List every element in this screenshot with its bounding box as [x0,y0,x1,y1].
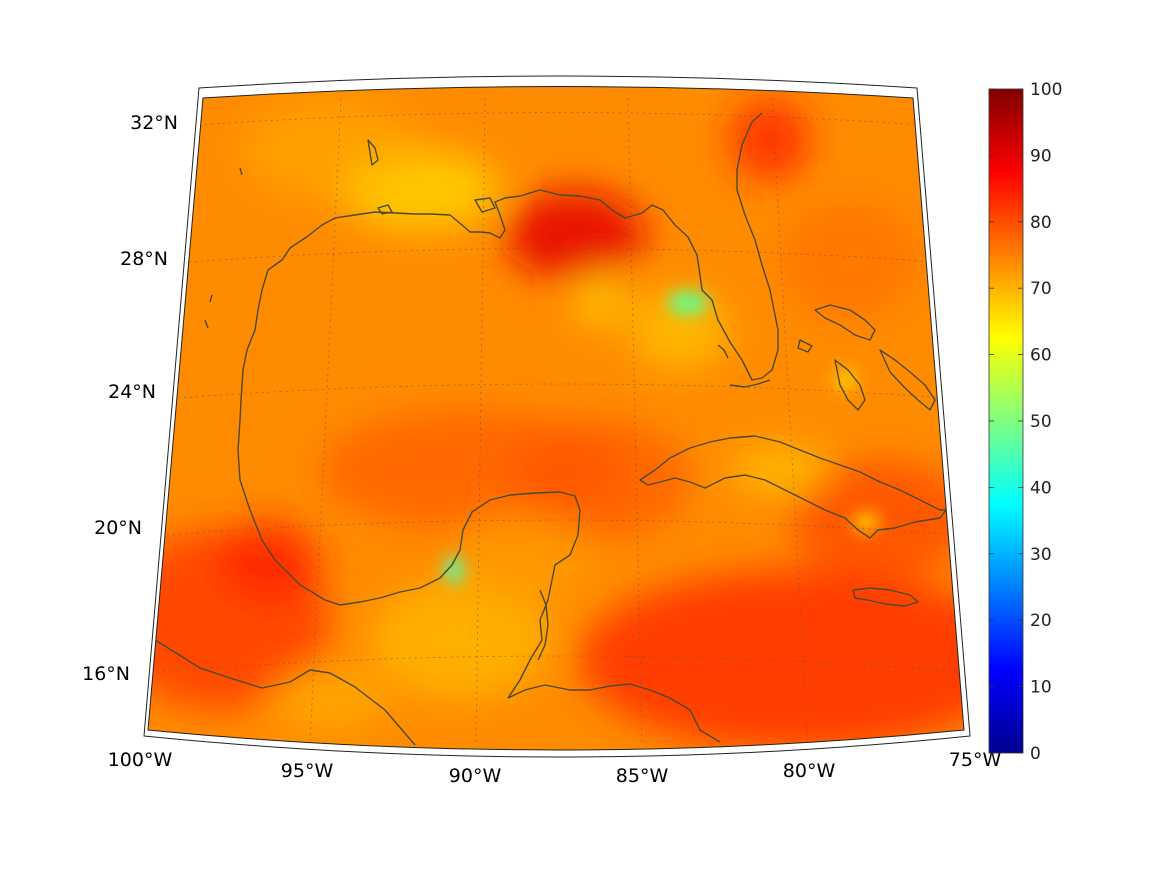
coast-belize [537,589,549,661]
graticule [156,97,964,746]
frame-inner [147,86,965,751]
lon-tick-90: 90°W [449,765,502,787]
coast-mexico-gulf [299,491,581,699]
lon-tick-100: 100°W [108,749,173,771]
grid-lat-24 [177,383,947,399]
colorbar-gradient [988,88,1024,754]
lat-ticks: 16°N 20°N 24°N 28°N 32°N [82,112,178,685]
colorbar-tick-label: 60 [1030,346,1052,366]
coast-jamaica [852,587,919,607]
grid-lat-28 [188,248,936,263]
colorbar-tick-label: 80 [1030,213,1052,233]
frame-outer [143,75,971,758]
coast-central-america [507,683,721,743]
colorbar-tick-label: 70 [1030,279,1052,299]
colorbar-tick-label: 40 [1030,478,1052,498]
grid-lat-16 [156,655,964,673]
lat-tick-32: 32°N [130,112,178,134]
lat-tick-20: 20°N [94,517,142,539]
colorbar-tick-label: 90 [1030,146,1052,166]
lon-ticks: 100°W 95°W 90°W 85°W 80°W 75°W [108,749,1002,787]
coast-lakes [204,139,496,329]
colorbar-tick-label: 50 [1030,412,1052,432]
lat-tick-28: 28°N [120,248,168,270]
lon-tick-75: 75°W [949,749,1002,771]
colorbar-tick-label: 0 [1030,744,1041,764]
colorbar-ticks: 0 10 20 30 40 50 60 70 80 90 100 [989,80,1062,764]
coastlines [154,112,947,746]
colorbar-tick-label: 100 [1030,80,1062,100]
colorbar-tick-label: 20 [1030,611,1052,631]
lon-tick-85: 85°W [616,765,669,787]
data-field [148,86,964,750]
lat-tick-16: 16°N [82,663,130,685]
coast-cuba [639,435,947,539]
colorbar: 0 10 20 30 40 50 60 70 80 90 100 [988,80,1062,764]
colorbar-tick-label: 30 [1030,545,1052,565]
colorbar-tick-label: 10 [1030,678,1052,698]
map-frame [143,75,971,758]
grid-lat-32 [198,112,926,126]
coast-gulf-north [154,112,779,746]
coast-florida-keys [717,344,771,388]
field-blobs [148,100,964,750]
lat-tick-24: 24°N [108,381,156,403]
coast-bahamas [797,304,936,411]
lon-tick-95: 95°W [281,760,334,782]
lon-tick-80: 80°W [783,760,836,782]
grid-lon-80 [771,97,809,746]
field-minima [444,291,880,584]
